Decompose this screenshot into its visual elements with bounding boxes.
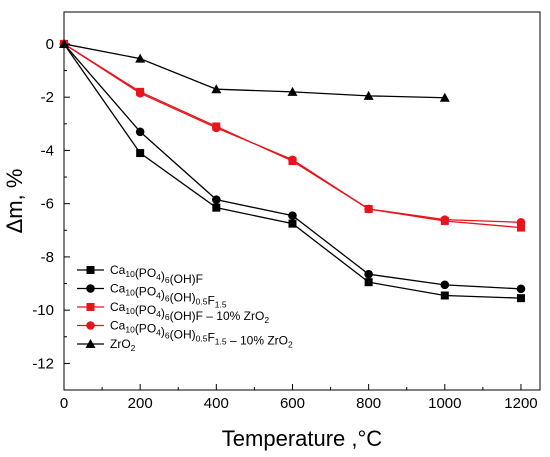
x-tick-label: 200 bbox=[128, 395, 153, 412]
legend-item: Ca10(PO4)6(OH)F bbox=[77, 263, 203, 286]
data-point-circle bbox=[364, 204, 373, 214]
x-tick-label: 600 bbox=[280, 395, 305, 412]
series-layer bbox=[59, 38, 526, 303]
data-point-triangle bbox=[211, 84, 222, 94]
data-point-triangle bbox=[135, 53, 146, 63]
axis-ticks: 0 200 400 600 800 1000 1200 0 -2 -4 -6 -8 -10 -12 bbox=[32, 36, 537, 412]
data-point-square bbox=[212, 203, 221, 212]
series-5 bbox=[59, 38, 450, 102]
legend-swatch-marker bbox=[86, 266, 95, 274]
y-tick-label: -2 bbox=[41, 89, 54, 106]
x-tick-label: 1200 bbox=[504, 395, 537, 412]
series-line bbox=[63, 43, 521, 223]
data-point-circle bbox=[516, 284, 526, 294]
series-3 bbox=[60, 39, 525, 232]
y-tick-label: -4 bbox=[41, 142, 54, 159]
y-axis-title: Δm, % bbox=[2, 169, 27, 234]
legend-label: ZrO2 bbox=[110, 337, 136, 353]
legend-swatch-marker bbox=[86, 321, 95, 330]
x-tick-label: 800 bbox=[356, 395, 381, 412]
legend-label: Ca10(PO4)6(OH)0.5F1.5 bbox=[110, 282, 227, 310]
legend-swatch-marker bbox=[85, 339, 96, 348]
x-tick-label: 0 bbox=[60, 395, 68, 412]
data-point-circle bbox=[440, 280, 450, 290]
data-point-triangle bbox=[439, 92, 450, 102]
data-point-triangle bbox=[59, 38, 69, 48]
legend-item: ZrO2 bbox=[77, 337, 136, 353]
data-point-circle bbox=[135, 88, 145, 98]
series-line bbox=[63, 43, 445, 99]
x-tick-label: 400 bbox=[204, 395, 229, 412]
plot-frame bbox=[63, 11, 541, 391]
legend-swatch-marker bbox=[86, 303, 95, 311]
data-point-square bbox=[440, 291, 449, 300]
y-tick-label: -12 bbox=[32, 355, 54, 372]
series-line bbox=[63, 43, 522, 229]
data-point-circle bbox=[135, 127, 145, 137]
data-point-circle bbox=[212, 195, 221, 204]
data-point-circle bbox=[364, 269, 373, 279]
data-point-square bbox=[136, 149, 145, 158]
data-point-square bbox=[516, 223, 525, 232]
data-point-square bbox=[516, 294, 525, 303]
data-point-circle bbox=[440, 215, 450, 224]
y-tick-label: -8 bbox=[41, 249, 54, 266]
legend: Ca10(PO4)6(OH)FCa10(PO4)6(OH)0.5F1.5Ca10… bbox=[77, 263, 293, 353]
legend-label: Ca10(PO4)6(OH)0.5F1.5 – 10% ZrO2 bbox=[110, 319, 293, 350]
legend-item: Ca10(PO4)6(OH)0.5F1.5 bbox=[77, 282, 227, 310]
legend-label: Ca10(PO4)6(OH)F – 10% ZrO2 bbox=[110, 300, 269, 325]
series-line bbox=[63, 43, 521, 290]
y-tick-label: 0 bbox=[46, 36, 54, 53]
data-point-circle bbox=[212, 123, 221, 133]
data-point-square bbox=[364, 278, 373, 287]
legend-label: Ca10(PO4)6(OH)F bbox=[110, 263, 203, 286]
legend-item: Ca10(PO4)6(OH)0.5F1.5 – 10% ZrO2 bbox=[77, 319, 293, 350]
data-point-circle bbox=[288, 211, 297, 220]
y-tick-label: -10 bbox=[32, 302, 54, 319]
y-tick-label: -6 bbox=[41, 196, 54, 213]
series-4 bbox=[59, 39, 526, 227]
data-point-square bbox=[288, 219, 297, 228]
data-point-triangle bbox=[287, 86, 298, 96]
data-point-triangle bbox=[363, 90, 374, 100]
x-axis-title: Temperature ,°C bbox=[222, 426, 383, 451]
data-point-circle bbox=[516, 217, 526, 227]
legend-item: Ca10(PO4)6(OH)F – 10% ZrO2 bbox=[77, 300, 269, 325]
series-1 bbox=[60, 39, 525, 303]
x-tick-label: 1000 bbox=[428, 395, 461, 412]
series-2 bbox=[59, 39, 526, 294]
data-point-circle bbox=[288, 155, 297, 165]
legend-swatch-marker bbox=[86, 284, 95, 293]
series-line bbox=[63, 43, 521, 299]
